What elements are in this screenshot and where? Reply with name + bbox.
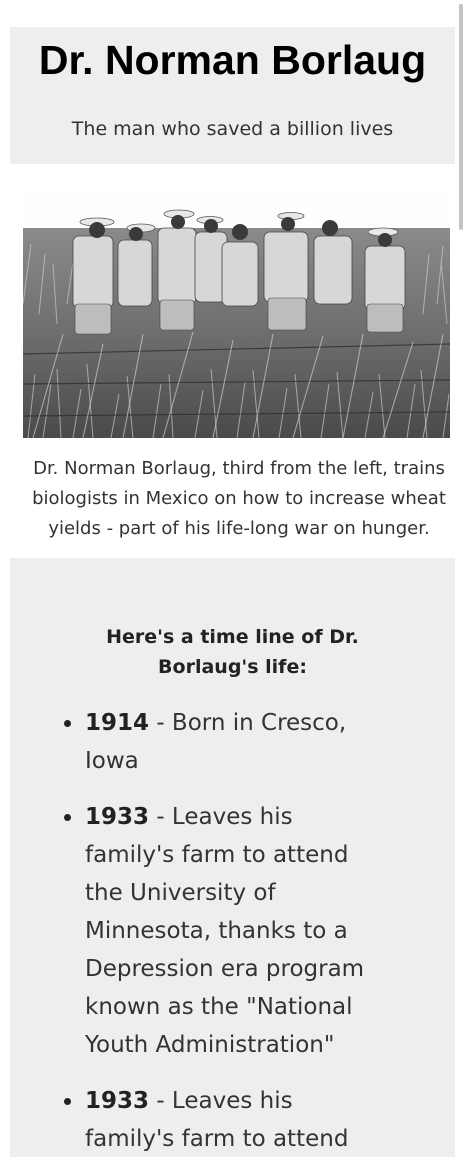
tribute-info: Here's a time line of Dr. Borlaug's life… (10, 558, 455, 1157)
borlaug-photo (23, 184, 450, 438)
timeline-year: 1933 (85, 1088, 150, 1114)
page-subtitle: The man who saved a billion lives (71, 118, 394, 140)
title-section: Dr. Norman Borlaug The man who saved a b… (10, 27, 455, 164)
timeline-text: - Leaves his family's farm to attend the… (85, 804, 365, 1058)
timeline-heading: Here's a time line of Dr. Borlaug's life… (106, 626, 359, 678)
image-caption: Dr. Norman Borlaug, third from the left,… (32, 458, 446, 539)
image-section: Dr. Norman Borlaug, third from the left,… (10, 164, 455, 558)
timeline-list: 1914 - Born in Cresco, Iowa 1933 - Leave… (64, 704, 385, 1157)
bullet-icon (64, 720, 71, 727)
timeline-text: - Leaves his family's farm to attend (85, 1088, 349, 1152)
page-title: Dr. Norman Borlaug (38, 37, 427, 83)
timeline-item: 1933 - Leaves his family's farm to atten… (64, 798, 385, 1064)
timeline-year: 1914 (85, 710, 150, 736)
timeline-year: 1933 (85, 804, 150, 830)
timeline-item: 1933 - Leaves his family's farm to atten… (64, 1082, 385, 1157)
scrollbar-thumb[interactable] (459, 4, 463, 230)
timeline-text: - Born in Cresco, Iowa (85, 710, 347, 774)
bullet-icon (64, 814, 71, 821)
timeline-item: 1914 - Born in Cresco, Iowa (64, 704, 385, 780)
page-scrollbar[interactable] (457, 0, 465, 1157)
main-content: Dr. Norman Borlaug The man who saved a b… (10, 27, 455, 1157)
bullet-icon (64, 1098, 71, 1105)
